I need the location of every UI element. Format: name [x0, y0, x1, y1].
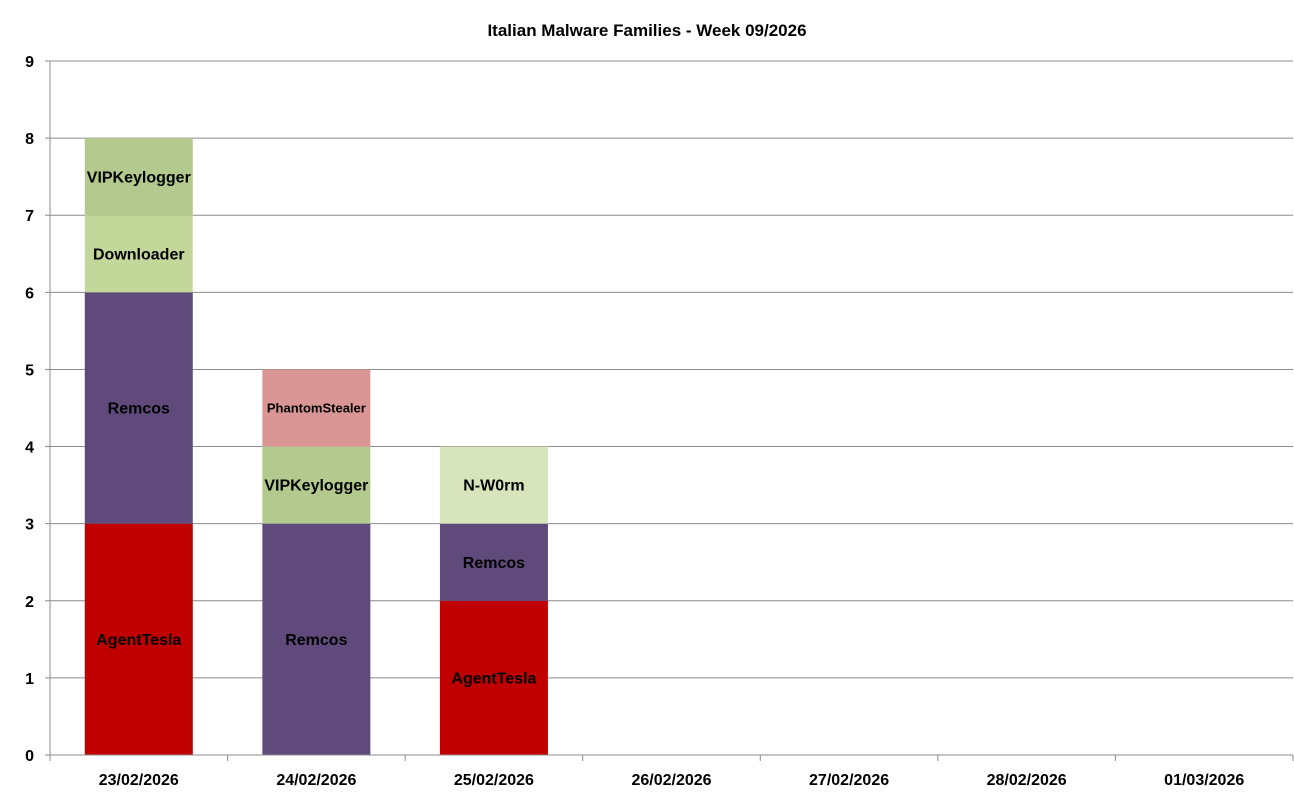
y-tick-label: 3	[25, 517, 34, 534]
bar-segment	[262, 523, 371, 755]
y-tick-label: 7	[25, 208, 34, 225]
y-tick-label: 6	[25, 285, 34, 302]
y-tick-label: 1	[25, 671, 34, 688]
axes: 0 1 2 3 4 5 6 7 8 9 23/02/2026 24/02/2026 25/02/2026…	[25, 54, 1294, 789]
data-label: AgentTesla	[451, 670, 536, 687]
data-label: N-W0rm	[463, 478, 524, 495]
bar-segment	[262, 446, 371, 524]
bar-segment	[262, 369, 371, 447]
data-label: AgentTesla	[96, 632, 181, 649]
data-label: VIPKeylogger	[87, 169, 191, 186]
bar-segment	[439, 523, 548, 601]
y-tick-label: 4	[25, 440, 34, 457]
x-tick-label: 26/02/2026	[631, 772, 711, 789]
y-tick-label: 2	[25, 594, 34, 611]
y-tick-label: 8	[25, 131, 34, 148]
bar-segment	[84, 523, 193, 755]
data-label: Remcos	[108, 401, 170, 418]
chart-title: Italian Malware Families - Week 09/2026	[487, 21, 806, 40]
data-label: Remcos	[285, 632, 347, 649]
data-label: PhantomStealer	[267, 401, 366, 416]
x-tick-label: 01/03/2026	[1164, 772, 1244, 789]
bar-segment	[84, 138, 193, 216]
data-label: Downloader	[93, 246, 185, 263]
x-tick-label: 25/02/2026	[454, 772, 534, 789]
y-tick-label: 0	[25, 748, 34, 765]
x-tick-label: 28/02/2026	[987, 772, 1067, 789]
bar-segment	[84, 292, 193, 524]
x-tick-label: 27/02/2026	[809, 772, 889, 789]
x-tick-label: 23/02/2026	[99, 772, 179, 789]
bar-segment	[84, 215, 193, 293]
x-tick-label: 24/02/2026	[276, 772, 356, 789]
bar-segment	[439, 600, 548, 755]
bar-segment	[439, 446, 548, 524]
data-label: VIPKeylogger	[264, 478, 368, 495]
y-tick-label: 5	[25, 362, 34, 379]
bars: AgentTesla Remcos Downloader VIPKeylogger Re…	[84, 138, 548, 755]
y-tick-label: 9	[25, 54, 34, 71]
gridlines	[50, 60, 1293, 679]
data-label: Remcos	[463, 555, 525, 572]
